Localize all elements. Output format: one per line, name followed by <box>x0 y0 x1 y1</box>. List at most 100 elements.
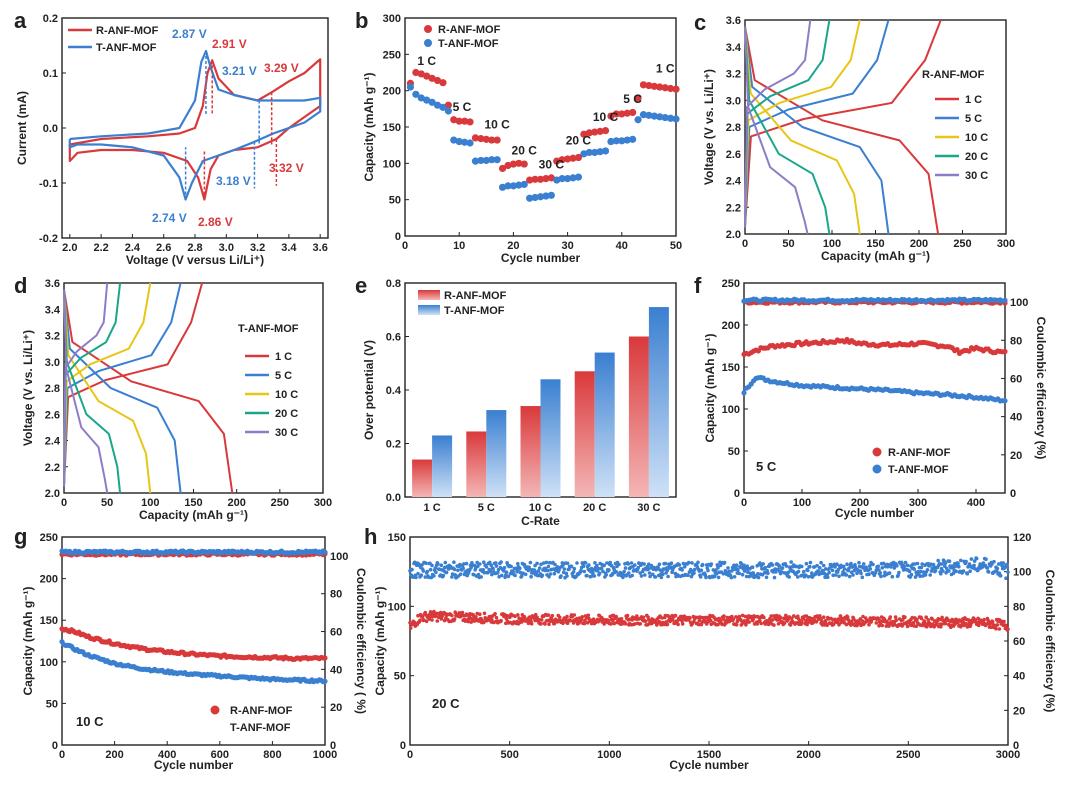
data-point <box>739 561 744 566</box>
data-point <box>582 621 587 626</box>
data-point <box>513 614 517 618</box>
data-point <box>416 571 420 576</box>
charge-curve-5 C <box>744 19 890 228</box>
data-point <box>532 568 537 572</box>
y-tick-label: 150 <box>722 362 740 374</box>
data-point <box>424 561 428 565</box>
y-tick-label: 3.2 <box>726 69 741 81</box>
data-point <box>434 570 438 575</box>
x-tick-label: 200 <box>851 497 869 509</box>
data-point <box>572 566 577 571</box>
data-point <box>726 566 730 570</box>
y-axis-label: Capacity (mAh g⁻¹) <box>703 333 717 442</box>
legend-label: 5 C <box>965 113 982 125</box>
data-point <box>547 174 555 182</box>
data-point <box>849 561 853 566</box>
data-point <box>821 563 826 568</box>
data-point <box>734 563 739 567</box>
data-point <box>888 615 893 619</box>
discharge-curve-10 C <box>744 26 861 235</box>
data-point <box>896 573 900 578</box>
data-point <box>491 566 495 571</box>
data-point <box>619 617 624 621</box>
y-tick-label: 3.0 <box>726 95 741 107</box>
data-point <box>792 614 796 618</box>
panel-letter: b <box>355 8 368 33</box>
y2-tick-label: 40 <box>330 664 342 676</box>
data-point <box>819 618 824 623</box>
x-tick-label: 2.0 <box>62 242 77 254</box>
data-point <box>800 620 804 624</box>
x-tick-label: 3.6 <box>313 242 328 254</box>
data-point <box>634 116 642 124</box>
data-point <box>907 569 912 574</box>
data-point <box>692 567 697 572</box>
data-point <box>526 176 534 184</box>
data-point <box>884 624 889 628</box>
data-point <box>796 575 800 579</box>
data-point <box>569 154 577 162</box>
data-point <box>636 565 640 570</box>
legend-label: 10 C <box>275 389 298 401</box>
data-point <box>732 575 737 579</box>
data-point <box>912 567 916 571</box>
data-point <box>433 76 442 85</box>
data-point <box>516 613 520 617</box>
y-tick-label: 200 <box>722 320 740 332</box>
data-point <box>464 612 469 616</box>
data-point <box>959 558 963 563</box>
data-point <box>586 613 591 618</box>
data-point <box>877 568 881 572</box>
peak-label: 2.87 V <box>172 27 207 41</box>
data-point <box>923 573 928 577</box>
data-point <box>432 609 436 614</box>
y-tick-label: 2.4 <box>726 176 742 188</box>
data-point <box>714 571 719 576</box>
data-point <box>880 623 885 628</box>
data-point <box>647 571 652 575</box>
data-point <box>814 620 819 624</box>
data-point <box>497 574 501 579</box>
data-point <box>986 570 991 574</box>
y-tick-label: 3.4 <box>45 304 61 316</box>
data-point <box>539 562 543 567</box>
y-tick-label: 200 <box>40 574 58 586</box>
y2-tick-label: 100 <box>330 551 348 563</box>
rate-label: 5 C <box>623 92 642 106</box>
data-point <box>490 572 494 577</box>
data-point <box>903 615 907 619</box>
legend-marker <box>424 39 432 47</box>
y2-axis-label: Coulombic efficiency (%) <box>1043 570 1057 713</box>
x-tick-label: 0 <box>61 497 67 509</box>
x-tick-label: 2.2 <box>93 242 108 254</box>
data-point <box>845 562 849 566</box>
data-point <box>638 571 642 575</box>
data-point <box>428 567 433 572</box>
y-tick-label: 100 <box>722 404 740 416</box>
data-point <box>604 573 608 577</box>
data-point <box>609 622 613 626</box>
data-point <box>627 571 631 575</box>
data-point <box>494 564 499 568</box>
data-point <box>737 614 742 619</box>
charge-curve-1 C <box>63 282 204 487</box>
data-point <box>607 112 615 120</box>
data-point <box>770 618 775 622</box>
data-point <box>452 560 456 564</box>
data-point <box>937 617 942 622</box>
data-point <box>410 567 414 572</box>
x-tick-label: 20 <box>507 240 519 252</box>
data-point <box>539 622 543 626</box>
category-label: 1 C <box>424 502 441 514</box>
legend-swatch <box>418 305 440 315</box>
data-point <box>423 575 428 579</box>
data-point <box>919 565 924 570</box>
data-point <box>844 573 849 577</box>
data-point <box>443 560 448 565</box>
data-point <box>651 572 655 577</box>
data-point <box>656 565 660 570</box>
x-tick-label: 800 <box>263 749 281 761</box>
data-point <box>623 566 628 570</box>
data-point <box>676 622 680 627</box>
data-point <box>943 621 948 626</box>
